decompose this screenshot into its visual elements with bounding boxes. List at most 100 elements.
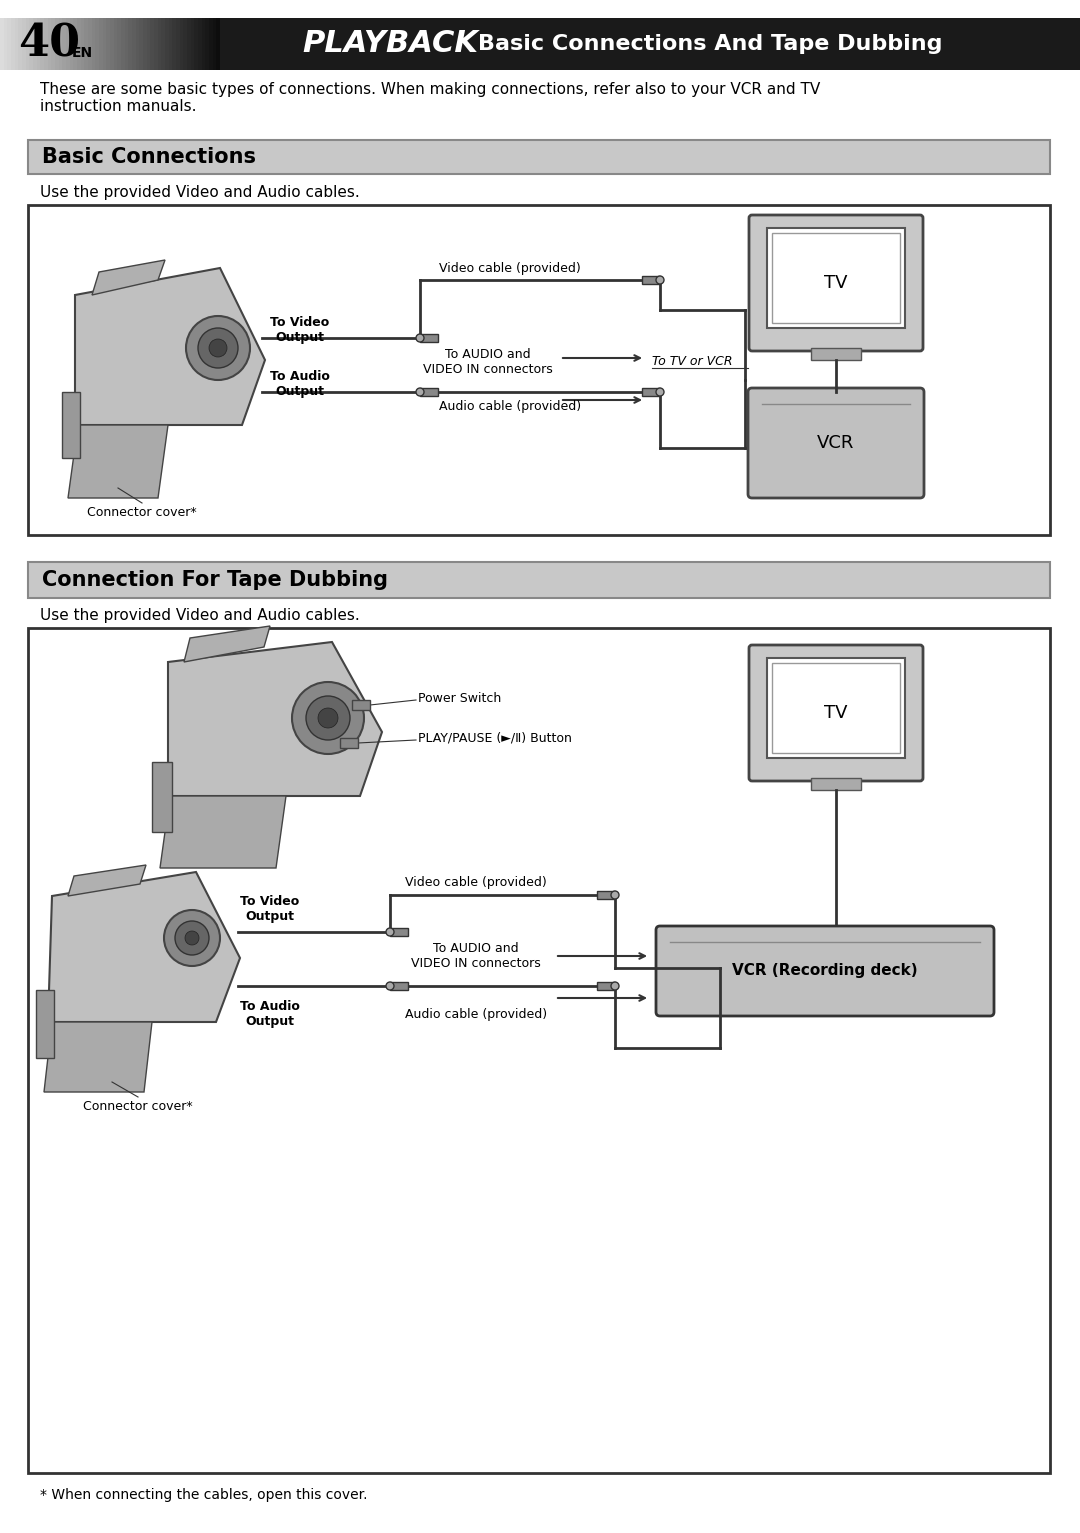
Text: To Audio
Output: To Audio Output [270,369,329,399]
Bar [390,983,408,990]
Text: Video cable (provided): Video cable (provided) [440,262,581,274]
Polygon shape [36,990,54,1058]
Bar [55,18,59,71]
Text: PLAY/PAUSE (►/Ⅱ) Button: PLAY/PAUSE (►/Ⅱ) Button [418,731,572,745]
Bar [161,18,166,71]
Bar [40,18,45,71]
Bar [597,891,615,898]
Bar [58,18,64,71]
Text: TV: TV [824,274,848,291]
Text: Connector cover*: Connector cover* [87,506,197,520]
Bar [767,658,905,757]
Bar [28,205,1050,535]
Bar [158,18,162,71]
Bar [194,18,199,71]
Bar [205,18,210,71]
FancyBboxPatch shape [748,388,924,498]
Bar [202,18,206,71]
Bar [87,18,93,71]
Bar [28,140,1050,175]
Bar [110,18,114,71]
Bar [0,18,4,71]
Bar [77,18,82,71]
Text: Audio cable (provided): Audio cable (provided) [405,1009,548,1021]
Bar [44,18,49,71]
Text: To Audio
Output: To Audio Output [240,1000,300,1029]
Circle shape [416,388,424,396]
Bar [139,18,144,71]
Bar [390,927,408,937]
Bar [8,18,12,71]
Text: TV: TV [824,704,848,722]
Bar [216,18,221,71]
Bar [811,779,861,789]
Bar [28,629,1050,1473]
Bar [95,18,100,71]
Bar [73,18,78,71]
Bar [150,18,156,71]
Text: Video cable (provided): Video cable (provided) [405,875,546,889]
Bar [66,18,70,71]
Circle shape [198,328,238,368]
Text: Connection For Tape Dubbing: Connection For Tape Dubbing [42,570,388,590]
Bar [179,18,185,71]
Text: To Video
Output: To Video Output [241,895,299,923]
Bar [352,701,370,710]
Text: Power Switch: Power Switch [418,691,501,705]
Bar [220,18,1080,71]
Bar [106,18,111,71]
Circle shape [318,708,338,728]
Text: To Video
Output: To Video Output [270,316,329,343]
Polygon shape [48,872,240,1023]
Bar [176,18,180,71]
Bar [147,18,151,71]
Bar [772,662,900,753]
Bar [767,228,905,328]
Bar [642,388,660,396]
Bar [124,18,130,71]
Polygon shape [92,261,165,294]
Bar [37,18,41,71]
Circle shape [186,316,249,380]
Bar [642,276,660,284]
Bar [132,18,137,71]
Text: EN: EN [72,46,93,60]
Circle shape [386,983,394,990]
Text: Connector cover*: Connector cover* [83,1101,193,1113]
Bar [597,983,615,990]
Circle shape [185,931,199,944]
Bar [118,18,122,71]
Text: Basic Connections And Tape Dubbing: Basic Connections And Tape Dubbing [477,34,942,54]
Polygon shape [152,762,172,832]
FancyBboxPatch shape [656,926,994,1016]
Text: * When connecting the cables, open this cover.: * When connecting the cables, open this … [40,1489,367,1502]
Bar [28,563,1050,598]
Circle shape [386,927,394,937]
Bar [48,18,52,71]
Bar [3,18,9,71]
Text: Basic Connections: Basic Connections [42,147,256,167]
Bar [33,18,38,71]
Bar [63,18,67,71]
Text: These are some basic types of connections. When making connections, refer also t: These are some basic types of connection… [40,81,820,115]
Polygon shape [160,796,286,868]
Polygon shape [68,865,146,895]
Bar [198,18,203,71]
Text: 40: 40 [18,23,80,66]
Bar [420,334,438,342]
Bar [340,737,357,748]
Text: To AUDIO and
VIDEO IN connectors: To AUDIO and VIDEO IN connectors [411,941,541,970]
Bar [165,18,170,71]
Polygon shape [184,625,270,662]
Bar [168,18,173,71]
Bar [772,233,900,323]
Bar [129,18,133,71]
FancyBboxPatch shape [750,215,923,351]
Bar [84,18,89,71]
Bar [210,18,214,71]
Bar [103,18,107,71]
Bar [136,18,140,71]
Polygon shape [75,268,265,425]
Bar [191,18,195,71]
Circle shape [656,276,664,284]
